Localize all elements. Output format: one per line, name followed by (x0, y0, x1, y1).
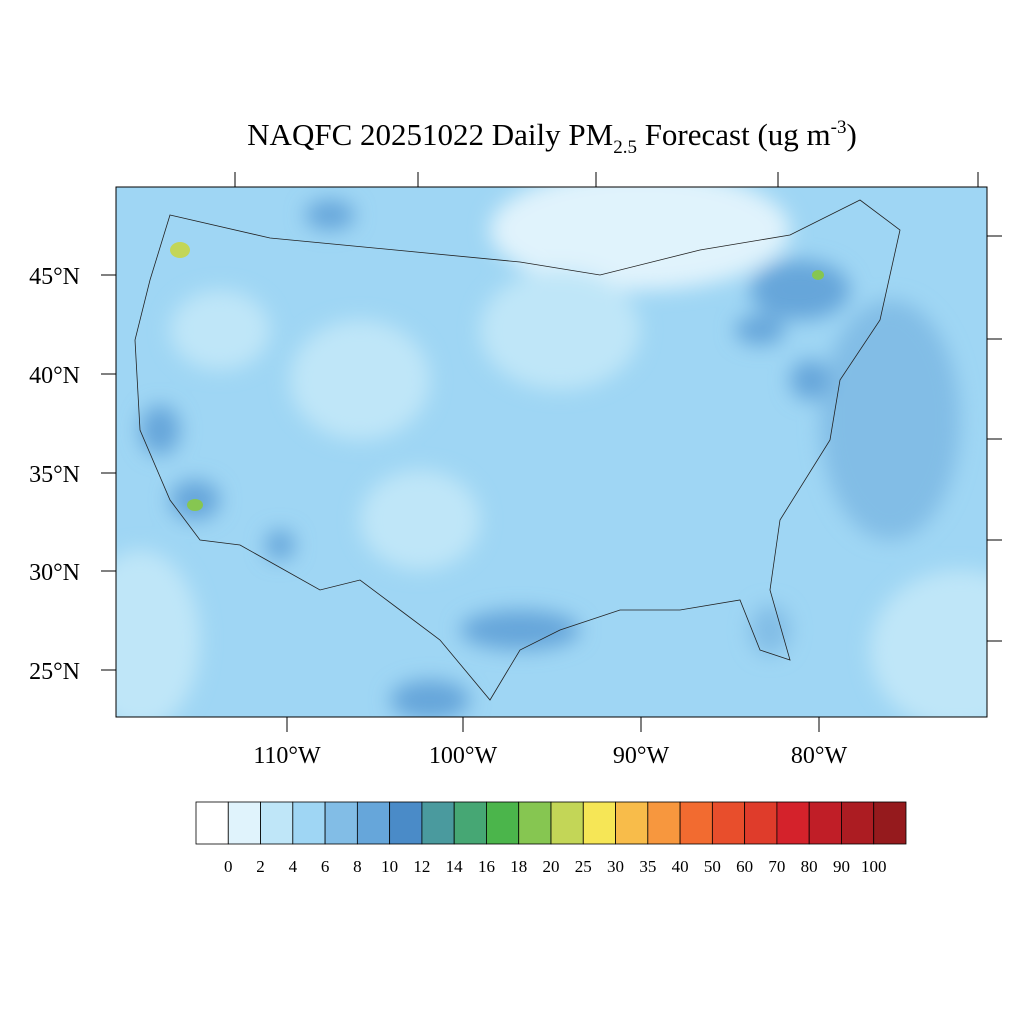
colorbar-box (841, 801, 875, 845)
lat-label: 25°N (29, 659, 80, 685)
colorbar-label: 35 (639, 857, 656, 876)
colorbar-box (615, 801, 649, 845)
lon-label: 110°W (253, 743, 321, 769)
lat-label: 40°N (29, 363, 80, 389)
colorbar-box (324, 801, 358, 845)
colorbar-box (356, 801, 391, 845)
colorbar-label: 50 (704, 857, 721, 876)
title: NAQFC 20251022 Daily PM2.5 Forecast (ug … (247, 117, 857, 158)
colorbar-box (582, 801, 616, 845)
colorbar-label: 25 (575, 857, 592, 876)
colorbar-box (744, 801, 778, 845)
lon-label: 90°W (613, 743, 670, 769)
colorbar-label: 100 (861, 857, 887, 876)
lon-label: 100°W (429, 743, 498, 769)
colorbar-label: 40 (672, 857, 689, 876)
colorbar-box (389, 801, 423, 845)
lat-label: 35°N (29, 462, 80, 488)
colorbar-label: 2 (256, 857, 265, 876)
colorbar-box (711, 801, 746, 845)
colorbar-box (550, 801, 584, 845)
colorbar-label: 8 (353, 857, 362, 876)
colorbar-box (195, 801, 229, 845)
title-rest: Forecast (ug m (637, 117, 831, 152)
colorbar-box (260, 801, 294, 845)
frame-ticks (234, 172, 1002, 642)
colorbar-box (518, 801, 552, 845)
colorbar-label: 12 (413, 857, 430, 876)
colorbar-box (292, 801, 326, 845)
lat-label: 45°N (29, 264, 80, 290)
colorbar-label: 70 (768, 857, 785, 876)
title-subscript: 2.5 (613, 137, 637, 158)
colorbar-box (486, 801, 520, 845)
title-end: ) (846, 117, 856, 152)
colorbar-label: 6 (321, 857, 330, 876)
lon-label: 80°W (791, 743, 848, 769)
colorbar-box (453, 801, 487, 845)
lat-label: 30°N (29, 560, 80, 586)
colorbar-label: 18 (510, 857, 527, 876)
map-field (116, 187, 987, 717)
colorbar-box (227, 801, 261, 845)
colorbar-label: 4 (289, 857, 298, 876)
colorbar-box (873, 801, 907, 845)
colorbar-label: 14 (446, 857, 464, 876)
map-frame (115, 186, 988, 718)
colorbar-label: 16 (478, 857, 495, 876)
colorbar-box (776, 801, 810, 845)
colorbar-box (647, 801, 681, 845)
colorbar-label: 60 (736, 857, 753, 876)
colorbar-box (679, 801, 713, 845)
colorbar-label: 80 (801, 857, 818, 876)
colorbar-label: 20 (543, 857, 560, 876)
colorbar-box (421, 801, 455, 845)
colorbar-label: 30 (607, 857, 624, 876)
title-main: NAQFC 20251022 Daily PM (247, 117, 613, 152)
colorbar-label: 90 (833, 857, 850, 876)
colorbar-label: 10 (381, 857, 398, 876)
colorbar-label: 0 (224, 857, 233, 876)
title-superscript: -3 (831, 117, 847, 138)
colorbar-box (808, 801, 842, 845)
